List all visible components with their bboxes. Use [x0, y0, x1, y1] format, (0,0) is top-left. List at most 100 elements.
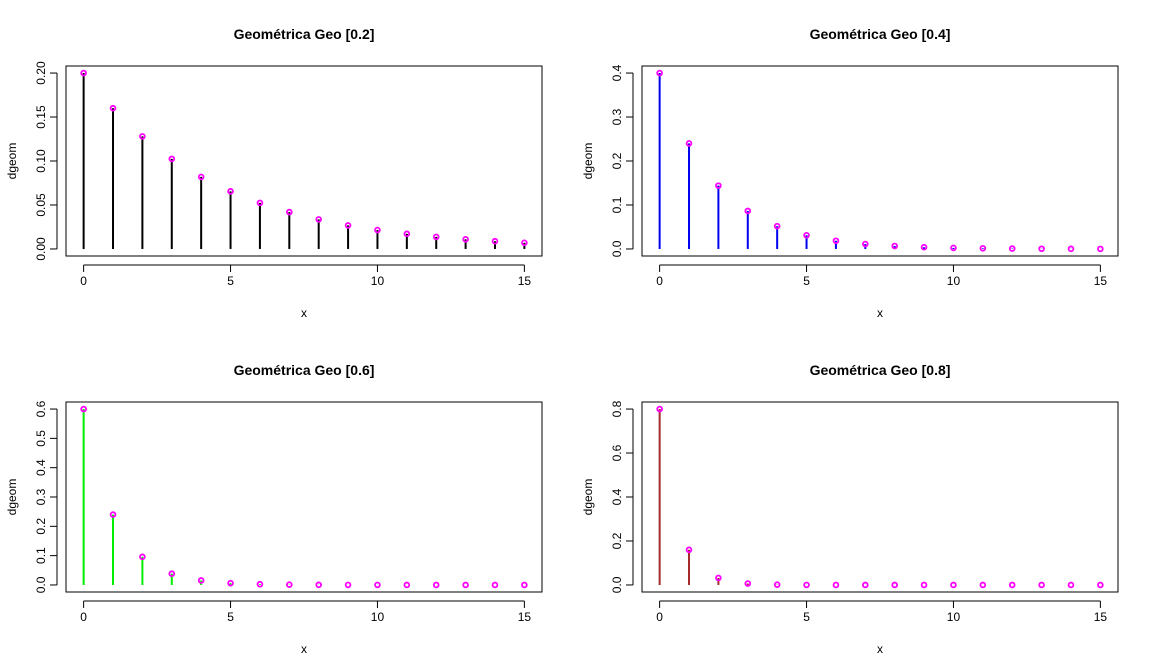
- x-tick-label: 5: [803, 610, 810, 624]
- data-point: [403, 581, 411, 589]
- y-tick-label: 0.4: [610, 488, 624, 505]
- x-tick-label: 10: [947, 274, 961, 288]
- y-tick-label: 0.00: [34, 237, 48, 261]
- data-point: [832, 581, 840, 589]
- y-tick-label: 0.2: [34, 518, 48, 535]
- x-tick-label: 5: [227, 610, 234, 624]
- y-tick-label: 0.2: [610, 532, 624, 549]
- x-tick-label: 0: [80, 274, 87, 288]
- chart-panel-1: Geométrica Geo [0.2] 0 5 10 15 x 0.00 0.05 0.10 0…: [5, 26, 543, 320]
- data-point: [950, 581, 957, 589]
- data-point: [315, 581, 322, 589]
- data-point: [80, 405, 87, 413]
- x-tick-label: 15: [1094, 610, 1108, 624]
- data-point: [374, 226, 381, 234]
- data-point: [1038, 581, 1045, 589]
- data-point: [521, 581, 528, 589]
- y-axis-label: dgeom: [581, 479, 595, 516]
- data-point: [1008, 245, 1016, 252]
- y-tick-label: 0.0: [610, 576, 624, 593]
- data-point: [979, 245, 987, 252]
- y-tick-label: 0.20: [34, 61, 48, 85]
- data-point: [197, 577, 205, 584]
- data-point: [80, 69, 87, 77]
- data-point: [803, 581, 810, 589]
- data-point: [315, 216, 322, 223]
- x-tick-label: 0: [656, 610, 663, 624]
- data-point: [920, 581, 928, 589]
- y-tick-label: 0.1: [34, 547, 48, 564]
- data-point: [344, 581, 352, 589]
- y-tick-label: 0.2: [610, 152, 624, 169]
- y-tick-label: 0.3: [610, 108, 624, 125]
- data-point: [1097, 581, 1104, 589]
- data-point: [1008, 581, 1016, 589]
- y-tick-label: 0.1: [610, 196, 624, 213]
- data-point: [109, 104, 117, 112]
- data-point: [891, 242, 898, 250]
- x-axis-label: x: [301, 642, 307, 656]
- data-point: [685, 546, 693, 554]
- x-axis-label: x: [877, 642, 883, 656]
- x-tick-label: 10: [371, 274, 385, 288]
- data-point: [773, 581, 781, 588]
- y-axis-label: dgeom: [5, 143, 19, 180]
- data-point: [168, 155, 176, 163]
- data-point: [685, 140, 693, 147]
- y-tick-label: 0.8: [610, 400, 624, 417]
- plot-frame: [641, 401, 1119, 593]
- chart-panel-3: Geométrica Geo [0.6] 0 5 10 15 x 0.0 0.1 0.2 0.3 0…: [5, 362, 543, 656]
- chart-panel-4: Geométrica Geo [0.8] 0 5 10 15 x 0.0 0.2 0.4 0.6 0…: [581, 362, 1119, 656]
- x-tick-label: 5: [803, 274, 810, 288]
- plot-frame: [65, 65, 543, 257]
- data-point: [1097, 245, 1104, 253]
- data-point: [256, 199, 264, 207]
- x-tick-label: 15: [1094, 274, 1108, 288]
- x-tick-label: 0: [80, 610, 87, 624]
- x-axis-label: x: [877, 306, 883, 320]
- data-point: [168, 570, 176, 578]
- data-point: [656, 405, 663, 413]
- y-axis-label: dgeom: [581, 143, 595, 180]
- data-point: [139, 133, 146, 140]
- data-point: [197, 173, 205, 181]
- data-point: [1067, 581, 1075, 589]
- data-point: [803, 231, 810, 239]
- x-tick-label: 15: [518, 610, 532, 624]
- data-point: [862, 581, 869, 589]
- data-point: [773, 222, 781, 230]
- data-point: [432, 581, 440, 589]
- chart-title: Geométrica Geo [0.8]: [810, 362, 951, 378]
- data-point: [227, 188, 234, 195]
- data-point: [109, 511, 117, 518]
- y-tick-label: 0.3: [34, 488, 48, 505]
- x-tick-label: 15: [518, 274, 532, 288]
- y-tick-label: 0.4: [610, 64, 624, 81]
- x-tick-label: 5: [227, 274, 234, 288]
- y-tick-label: 0.0: [610, 240, 624, 257]
- chart-title: Geométrica Geo [0.6]: [234, 362, 375, 378]
- data-point: [403, 230, 411, 238]
- data-point: [715, 574, 722, 582]
- data-point: [256, 580, 264, 588]
- y-tick-label: 0.5: [34, 430, 48, 447]
- data-point: [374, 581, 381, 589]
- data-point: [744, 207, 752, 215]
- data-point: [891, 581, 898, 589]
- y-tick-label: 0.0: [34, 576, 48, 593]
- y-tick-label: 0.15: [34, 105, 48, 129]
- data-point: [462, 235, 469, 243]
- data-point: [979, 581, 987, 589]
- chart-title: Geométrica Geo [0.2]: [234, 26, 375, 42]
- data-point: [1067, 245, 1075, 253]
- data-point: [432, 233, 440, 241]
- data-point: [920, 243, 928, 251]
- data-point: [1038, 245, 1045, 253]
- data-point: [832, 237, 840, 245]
- y-tick-label: 0.05: [34, 193, 48, 217]
- data-point: [227, 579, 234, 587]
- x-tick-label: 10: [947, 610, 961, 624]
- y-axis-label: dgeom: [5, 479, 19, 516]
- x-tick-label: 10: [371, 610, 385, 624]
- data-point: [139, 553, 146, 561]
